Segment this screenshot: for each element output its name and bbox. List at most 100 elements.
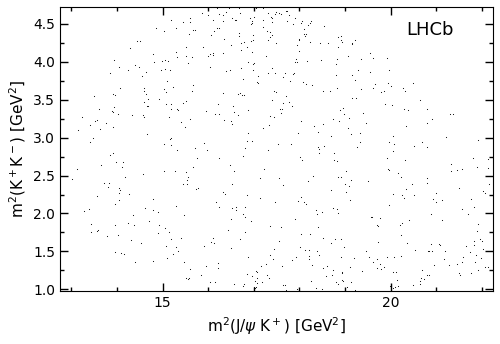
Point: [192, 186, 200, 192]
Point: [339, 278, 347, 283]
Point: [344, 125, 351, 131]
Point: [275, 176, 283, 181]
Point: [264, 28, 272, 33]
Point: [270, 11, 278, 17]
Point: [243, 44, 251, 49]
Point: [227, 245, 235, 250]
Point: [348, 131, 356, 136]
Point: [306, 39, 314, 44]
Point: [294, 198, 302, 204]
Point: [219, 12, 227, 18]
Point: [203, 147, 211, 152]
Point: [290, 72, 298, 77]
Point: [219, 90, 227, 95]
Point: [174, 107, 182, 112]
Point: [158, 58, 166, 64]
Point: [314, 144, 322, 150]
Point: [74, 128, 82, 133]
Point: [239, 283, 247, 288]
Point: [403, 241, 411, 246]
Point: [474, 267, 482, 272]
Point: [408, 182, 416, 187]
Point: [359, 111, 367, 116]
Point: [336, 108, 344, 113]
Point: [94, 193, 102, 199]
Point: [374, 223, 382, 228]
Point: [308, 262, 316, 268]
Point: [438, 218, 446, 223]
Point: [348, 95, 356, 101]
Point: [420, 276, 428, 282]
Point: [384, 166, 392, 172]
Point: [456, 270, 464, 275]
Point: [202, 108, 210, 114]
Point: [423, 180, 431, 186]
Point: [484, 264, 492, 269]
Point: [266, 34, 274, 39]
Point: [232, 17, 240, 23]
Point: [154, 209, 162, 214]
Point: [172, 49, 179, 55]
Point: [118, 250, 126, 256]
Point: [298, 157, 306, 162]
Point: [180, 259, 188, 265]
Point: [165, 229, 173, 235]
Point: [236, 90, 244, 96]
Point: [202, 263, 210, 269]
Point: [220, 36, 228, 42]
Point: [334, 281, 342, 286]
Point: [264, 37, 272, 43]
Point: [328, 272, 336, 278]
Point: [210, 18, 218, 23]
Point: [230, 281, 238, 287]
Point: [424, 272, 432, 277]
Point: [418, 139, 426, 144]
Point: [174, 147, 182, 152]
Point: [333, 158, 341, 163]
Point: [486, 181, 494, 186]
Point: [112, 92, 120, 98]
Point: [432, 200, 440, 205]
Point: [480, 264, 488, 270]
Point: [166, 101, 174, 106]
Point: [165, 114, 173, 120]
Point: [498, 237, 500, 243]
Point: [394, 283, 402, 289]
Point: [398, 220, 406, 226]
Point: [291, 59, 299, 65]
Point: [380, 89, 388, 94]
Point: [124, 67, 132, 72]
Point: [240, 39, 248, 44]
Point: [226, 68, 234, 73]
Point: [292, 57, 300, 62]
Point: [384, 155, 392, 161]
Point: [314, 129, 322, 135]
Point: [266, 113, 274, 119]
Point: [216, 3, 224, 9]
Point: [178, 19, 186, 25]
Point: [192, 155, 200, 161]
Point: [270, 246, 278, 251]
Point: [291, 217, 299, 222]
Point: [341, 181, 349, 186]
Point: [220, 191, 228, 196]
Point: [398, 253, 406, 258]
Point: [120, 251, 128, 256]
Point: [258, 280, 266, 285]
Point: [422, 144, 430, 149]
Point: [224, 228, 232, 233]
Point: [295, 36, 303, 42]
Point: [114, 232, 122, 238]
Point: [96, 126, 104, 132]
Point: [467, 270, 475, 276]
Point: [348, 73, 356, 78]
Point: [226, 6, 234, 11]
Point: [152, 25, 160, 31]
Point: [300, 247, 308, 252]
Point: [390, 285, 398, 290]
Point: [228, 181, 235, 186]
Point: [166, 142, 174, 148]
Point: [369, 85, 377, 90]
Point: [240, 281, 248, 287]
Point: [236, 10, 244, 15]
